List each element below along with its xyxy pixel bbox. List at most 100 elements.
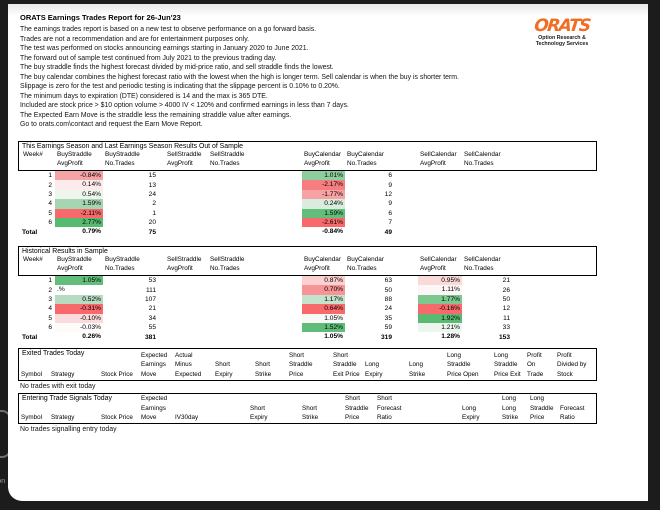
historical-table-title: Historical Results in Sample (22, 248, 108, 255)
avgprofit-cell: 1.59% (55, 199, 103, 209)
column-header-strategy: Strategy (51, 370, 75, 378)
column-header-short-straddle-exit-price: Short Straddle Exit Price (333, 351, 360, 378)
trades-cell: 35 (384, 314, 392, 322)
column-header-actual-minus-expected: Actual Minus Expected (175, 351, 202, 378)
table-row: 5 -0.10% 34 1.05% 35 1.92% 11 (18, 313, 597, 323)
column-header-buystraddle-avgprofit: BuyStraddle AvgProfit (57, 256, 92, 272)
trades-cell: 6 (388, 172, 392, 180)
column-header-sellcalendar-trades: SellCalendar No.Trades (464, 256, 501, 272)
avgprofit-cell: 0.24% (302, 199, 345, 209)
exited-trades-empty-message: No trades with exit today (20, 383, 96, 390)
column-header-sellstraddle-avgprofit: SellStraddle AvgProfit (167, 256, 202, 272)
historical-table-rows: 1 1.05% 53 0.87% 63 0.95% 21 2.% 111 0.70% 50 1.11… (18, 276, 597, 342)
avgprofit-cell: 2.77% (55, 217, 103, 228)
column-header-buycalendar-avgprofit: BuyCalendar AvgProfit (304, 256, 341, 272)
avgprofit-cell: 0.87% (302, 276, 345, 286)
trades-cell: 6 (388, 209, 392, 217)
total-trades: 49 (384, 228, 392, 236)
column-header-forecast-ratio: Forecast Ratio (560, 404, 585, 421)
column-header-symbol: Symbol (21, 413, 42, 421)
total-trades: 319 (380, 333, 392, 341)
column-header-short-forecast-ratio: Short Forecast Ratio (377, 395, 402, 421)
page-top-shadow (8, 4, 648, 16)
entering-signals-table: Entering Trade Signals Today Symbol Stra… (18, 393, 597, 424)
trades-cell: 20 (148, 219, 156, 227)
column-header-strategy: Strategy (51, 413, 75, 421)
column-header-short-expiry: Short Expiry (215, 361, 233, 378)
avgprofit-cell: 1.17% (302, 294, 345, 305)
column-header-expected-earnings-move: Expected Earnings Move (141, 351, 168, 378)
trades-cell: 24 (384, 305, 392, 313)
table-row: 2.% 111 0.70% 50 1.11% 26 (18, 285, 597, 295)
table-row: 1 1.05% 53 0.87% 63 0.95% 21 (18, 276, 597, 286)
orats-logo-wordmark: ORATS (533, 16, 591, 36)
column-header-symbol: Symbol (21, 370, 42, 378)
column-header-sellcalendar-avgprofit: SellCalendar AvgProfit (420, 256, 457, 272)
trades-cell: 11 (503, 314, 510, 322)
description-line: The buy straddle finds the highest forec… (20, 64, 334, 72)
avgprofit-cell: 1.05% (302, 313, 345, 323)
avgprofit-cell: 0.52% (55, 294, 103, 305)
trades-cell: 13 (148, 181, 156, 189)
total-avgprofit: 0.26% (82, 333, 101, 341)
trades-cell: 50 (384, 286, 392, 294)
description-line: The buy calendar combines the highest fo… (20, 73, 459, 81)
avgprofit-cell: -2.11% (55, 208, 103, 218)
column-header-long-expiry: Long Expiry (365, 361, 383, 378)
table-row: 1 -0.84% 15 1.01% 6 (18, 171, 597, 181)
column-header-short-straddle-price: Short Straddle Price (345, 395, 369, 421)
avgprofit-cell: -2.17% (302, 180, 345, 190)
avgprofit-cell: 0.14% (55, 180, 103, 190)
historical-table-header: Historical Results in Sample Week# BuySt… (18, 246, 597, 276)
avgprofit-cell: -0.16% (418, 304, 462, 314)
column-header-buycalendar-avgprofit: BuyCalendar AvgProfit (304, 151, 341, 167)
column-header-stock-price: Stock Price (101, 413, 133, 421)
table-row: 4 -0.31% 21 0.64% 24 -0.16% 12 (18, 304, 597, 314)
column-header-long-straddle-price-open: Long Straddle Price Open (447, 351, 479, 378)
description-line: Slippage is zero for the test and period… (20, 83, 340, 91)
exited-trades-table: Exited Trades Today Symbol Strategy Stoc… (18, 348, 597, 381)
total-trades: 153 (498, 333, 510, 341)
avgprofit-cell: 1.05% (55, 276, 103, 286)
avgprofit-cell: 1.52% (302, 322, 345, 333)
trades-cell: 59 (384, 324, 392, 332)
column-header-buycalendar-trades: BuyCalendar No.Trades (347, 256, 384, 272)
column-header-buycalendar-trades: BuyCalendar No.Trades (347, 151, 384, 167)
avgprofit-cell: 0.95% (418, 276, 462, 286)
description-line: Go to orats.com\contact and request the … (20, 121, 203, 129)
total-trades: 381 (144, 333, 156, 341)
description-line: The minimum days to expiration (DTE) con… (20, 92, 268, 100)
trades-cell: 12 (384, 190, 392, 198)
report-description: The earnings trades report is based on a… (20, 25, 459, 130)
table-total-row: Total 0.26% 381 1.05% 319 1.28% 153 (18, 332, 597, 341)
avgprofit-cell: 1.77% (418, 294, 462, 305)
total-avgprofit: -0.84% (322, 228, 343, 236)
season-table-columns: Week# BuyStraddle AvgProfit BuyStraddle No… (19, 151, 596, 168)
orats-tagline-line2: Technology Services (535, 41, 589, 48)
avgprofit-cell: 0.70% (302, 285, 345, 295)
column-header-profit-on-trade: Profit On Trade (527, 351, 544, 378)
column-header-week: Week# (23, 256, 43, 263)
column-header-sellcalendar-trades: SellCalendar No.Trades (464, 151, 501, 167)
column-header-short-strike: Short Strike (302, 404, 319, 421)
total-avgprofit: 1.05% (324, 333, 343, 341)
column-header-iv30day: IV30day (175, 413, 199, 421)
entering-signals-empty-message: No trades signalling entry today (20, 426, 117, 433)
column-header-profit-divided-by-stock: Profit Divided by Stock (557, 351, 587, 378)
description-line: Trades are not a recommendation and are … (20, 35, 250, 43)
trades-cell: 21 (148, 305, 156, 313)
avgprofit-cell: 1.21% (418, 322, 462, 333)
table-row: 3 0.54% 24 -1.77% 12 (18, 189, 597, 200)
trades-cell: 24 (148, 190, 156, 198)
table-row: 6 2.77% 20 -2.61% 7 (18, 217, 597, 228)
avgprofit-cell: -0.10% (55, 313, 103, 323)
trades-cell: 33 (502, 324, 510, 332)
avgprofit-cell: -0.84% (55, 171, 103, 181)
trades-cell: 9 (388, 200, 392, 208)
clipped-chrome-text: on (0, 476, 6, 485)
trades-cell: 34 (148, 314, 156, 322)
description-line: The earnings trades report is based on a… (20, 26, 317, 33)
exited-trades-title: Exited Trades Today (22, 350, 85, 357)
report-title: ORATS Earnings Trades Report for 26-Jun'… (20, 13, 181, 22)
column-header-sellcalendar-avgprofit: SellCalendar AvgProfit (420, 151, 457, 167)
